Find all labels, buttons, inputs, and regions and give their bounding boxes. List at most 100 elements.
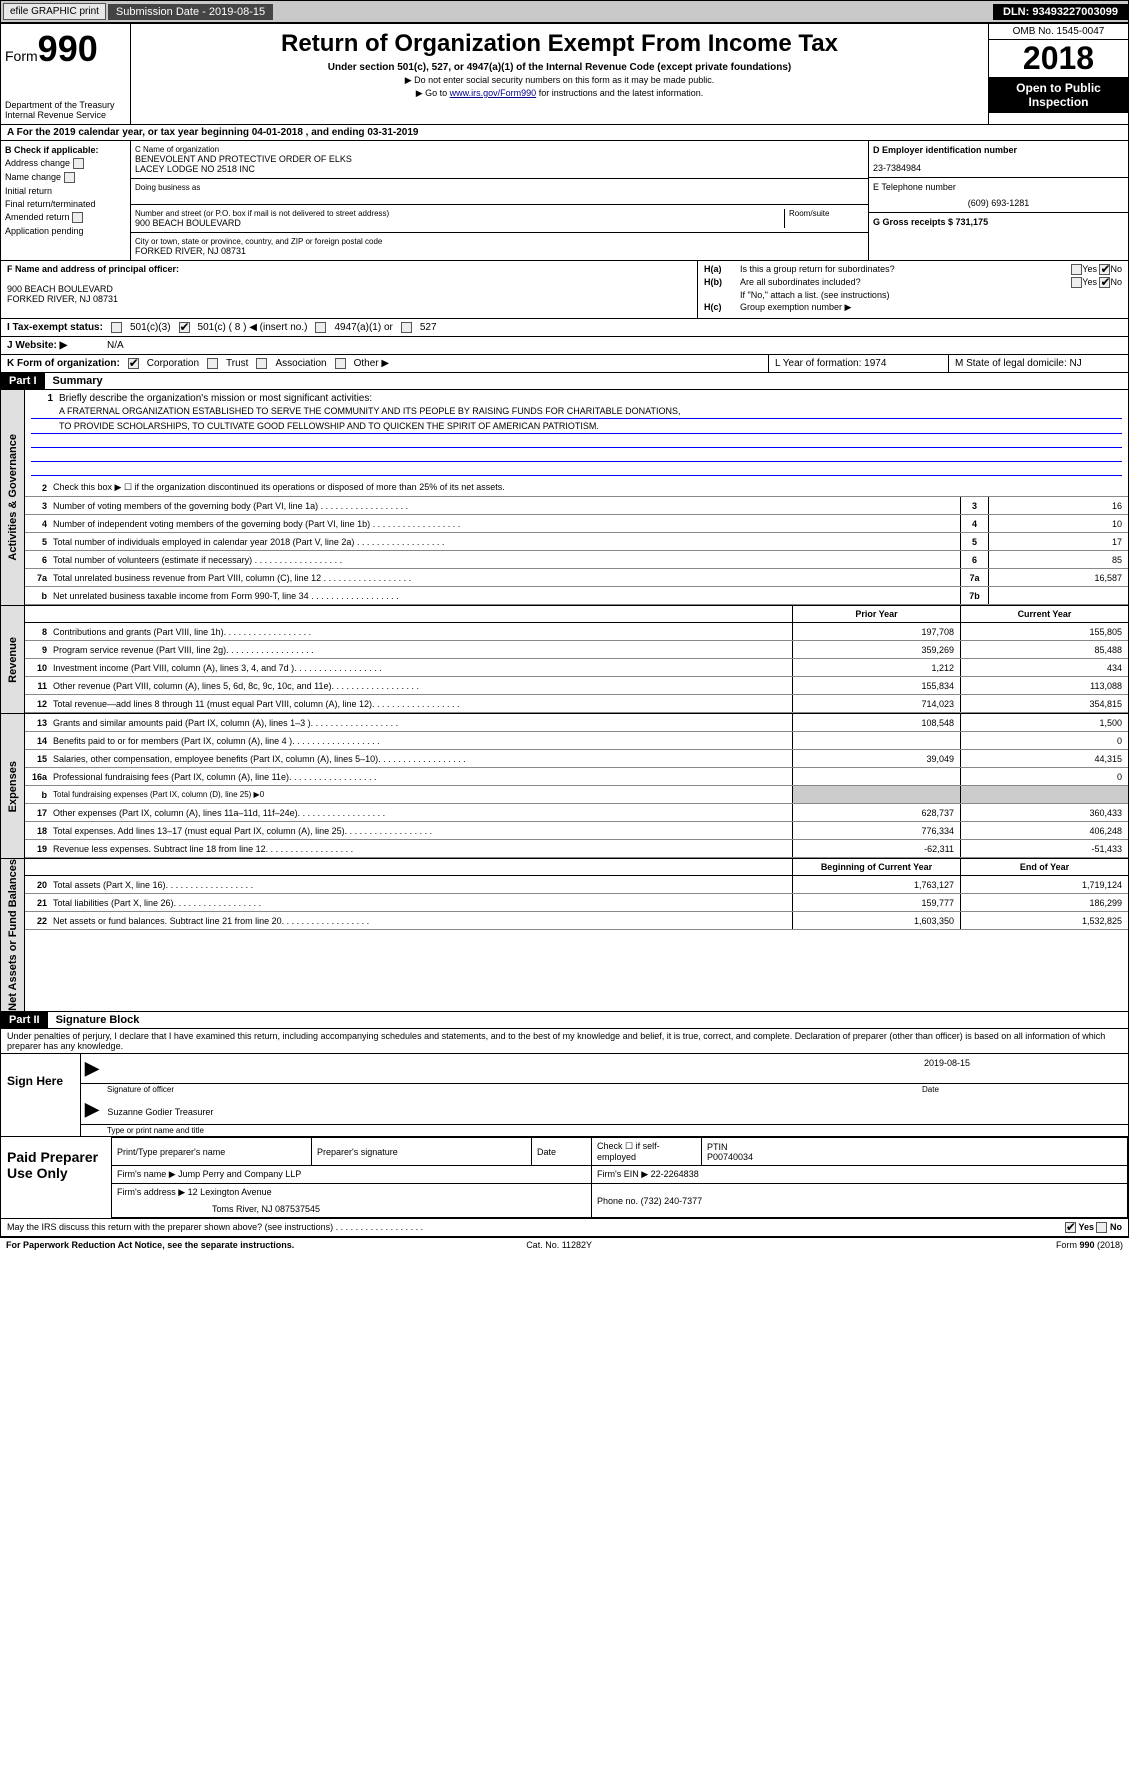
- discuss-yes[interactable]: [1065, 1222, 1076, 1233]
- corp-checkbox[interactable]: [128, 358, 139, 369]
- 527-checkbox[interactable]: [401, 322, 412, 333]
- open-public-label: Open to Public Inspection: [989, 77, 1128, 113]
- data-line: 11Other revenue (Part VIII, column (A), …: [25, 677, 1128, 695]
- data-line: 17Other expenses (Part IX, column (A), l…: [25, 804, 1128, 822]
- city-state-zip: FORKED RIVER, NJ 08731: [135, 246, 864, 256]
- name-change-checkbox[interactable]: [64, 172, 75, 183]
- data-line: 22Net assets or fund balances. Subtract …: [25, 912, 1128, 930]
- data-line: bTotal fundraising expenses (Part IX, co…: [25, 786, 1128, 804]
- dept-label: Department of the Treasury: [5, 100, 126, 110]
- form-note2: ▶ Go to www.irs.gov/Form990 for instruct…: [137, 88, 982, 99]
- 4947-checkbox[interactable]: [315, 322, 326, 333]
- netassets-section: Net Assets or Fund Balances Beginning of…: [0, 859, 1129, 1012]
- form-number: Form990: [5, 28, 126, 70]
- mission-line1: A FRATERNAL ORGANIZATION ESTABLISHED TO …: [31, 404, 1122, 419]
- col-h-group: H(a) Is this a group return for subordin…: [698, 261, 1128, 318]
- data-line: 14Benefits paid to or for members (Part …: [25, 732, 1128, 750]
- submission-date: Submission Date - 2019-08-15: [108, 4, 273, 20]
- address-change-checkbox[interactable]: [73, 158, 84, 169]
- state-domicile: M State of legal domicile: NJ: [948, 355, 1128, 372]
- gross-receipts: G Gross receipts $ 731,175: [873, 217, 1124, 227]
- sidebar-revenue: Revenue: [1, 606, 25, 713]
- phone-value: (609) 693-1281: [873, 198, 1124, 208]
- ha-yes[interactable]: [1071, 264, 1082, 275]
- preparer-table: Print/Type preparer's name Preparer's si…: [111, 1137, 1128, 1218]
- data-line: 8Contributions and grants (Part VIII, li…: [25, 623, 1128, 641]
- firm-ein: 22-2264838: [651, 1169, 699, 1179]
- col-d-ein: D Employer identification number 23-7384…: [868, 141, 1128, 260]
- trust-checkbox[interactable]: [207, 358, 218, 369]
- data-line: 15Salaries, other compensation, employee…: [25, 750, 1128, 768]
- part2-header: Part II Signature Block: [0, 1012, 1129, 1029]
- data-line: 20Total assets (Part X, line 16)1,763,12…: [25, 876, 1128, 894]
- cat-no: Cat. No. 11282Y: [526, 1240, 592, 1250]
- row-j-website: J Website: ▶ N/A: [0, 337, 1129, 355]
- 501c3-checkbox[interactable]: [111, 322, 122, 333]
- firm-phone: (732) 240-7377: [641, 1196, 703, 1206]
- hb-no[interactable]: [1099, 277, 1110, 288]
- col-c-org-info: C Name of organization BENEVOLENT AND PR…: [131, 141, 868, 260]
- firm-name: Jump Perry and Company LLP: [178, 1169, 301, 1179]
- paid-preparer-block: Paid Preparer Use Only Print/Type prepar…: [0, 1137, 1129, 1219]
- hb-yes[interactable]: [1071, 277, 1082, 288]
- year-formation: L Year of formation: 1974: [768, 355, 948, 372]
- efile-button[interactable]: efile GRAPHIC print: [3, 3, 106, 20]
- arrow-icon: ▶: [85, 1058, 99, 1079]
- sidebar-netassets: Net Assets or Fund Balances: [1, 859, 25, 1011]
- firm-addr1: 12 Lexington Avenue: [188, 1187, 272, 1197]
- row-i-tax-exempt: I Tax-exempt status: 501(c)(3) 501(c) ( …: [0, 319, 1129, 337]
- irs-label: Internal Revenue Service: [5, 110, 126, 120]
- part1-body: Activities & Governance 1Briefly describ…: [0, 390, 1129, 606]
- ha-no[interactable]: [1099, 264, 1110, 275]
- assoc-checkbox[interactable]: [256, 358, 267, 369]
- org-name-2: LACEY LODGE NO 2518 INC: [135, 164, 864, 174]
- data-line: 21Total liabilities (Part X, line 26)159…: [25, 894, 1128, 912]
- sidebar-expenses: Expenses: [1, 714, 25, 858]
- summary-line: 2Check this box ▶ ☐ if the organization …: [25, 479, 1128, 497]
- data-line: 10Investment income (Part VIII, column (…: [25, 659, 1128, 677]
- expenses-section: Expenses 13Grants and similar amounts pa…: [0, 714, 1129, 859]
- street-address: 900 BEACH BOULEVARD: [135, 218, 784, 228]
- summary-line: 3Number of voting members of the governi…: [25, 497, 1128, 515]
- footer: For Paperwork Reduction Act Notice, see …: [0, 1237, 1129, 1252]
- ptin-value: P00740034: [707, 1152, 753, 1162]
- website-value: N/A: [101, 337, 130, 354]
- other-checkbox[interactable]: [335, 358, 346, 369]
- topbar: efile GRAPHIC print Submission Date - 20…: [0, 0, 1129, 23]
- data-line: 19Revenue less expenses. Subtract line 1…: [25, 840, 1128, 858]
- form-header: Form990 Department of the Treasury Inter…: [0, 23, 1129, 125]
- amended-checkbox[interactable]: [72, 212, 83, 223]
- 501c-checkbox[interactable]: [179, 322, 190, 333]
- officer-name: Suzanne Godier Treasurer: [101, 1107, 213, 1117]
- revenue-section: Revenue Prior YearCurrent Year 8Contribu…: [0, 606, 1129, 714]
- summary-line: 7aTotal unrelated business revenue from …: [25, 569, 1128, 587]
- ein-value: 23-7384984: [873, 163, 1124, 173]
- data-line: 16aProfessional fundraising fees (Part I…: [25, 768, 1128, 786]
- omb-number: OMB No. 1545-0047: [989, 24, 1128, 40]
- sign-date: 2019-08-15: [924, 1058, 1124, 1079]
- part1-header: Part I Summary: [0, 373, 1129, 390]
- row-f-h: F Name and address of principal officer:…: [0, 261, 1129, 319]
- summary-line: bNet unrelated business taxable income f…: [25, 587, 1128, 605]
- mission-line2: TO PROVIDE SCHOLARSHIPS, TO CULTIVATE GO…: [31, 419, 1122, 434]
- summary-line: 5Total number of individuals employed in…: [25, 533, 1128, 551]
- form-footer: Form 990 (2018): [1056, 1240, 1123, 1250]
- col-f-officer: F Name and address of principal officer:…: [1, 261, 698, 318]
- section-b-through-g: B Check if applicable: Address change Na…: [0, 141, 1129, 261]
- discuss-no[interactable]: [1096, 1222, 1107, 1233]
- org-name-1: BENEVOLENT AND PROTECTIVE ORDER OF ELKS: [135, 154, 864, 164]
- firm-addr2: Toms River, NJ 087537545: [112, 1201, 592, 1218]
- data-line: 12Total revenue—add lines 8 through 11 (…: [25, 695, 1128, 713]
- sidebar-activities: Activities & Governance: [1, 390, 25, 605]
- col-b-checkboxes: B Check if applicable: Address change Na…: [1, 141, 131, 260]
- arrow-icon: ▶: [85, 1099, 99, 1119]
- dln-label: DLN: 93493227003099: [993, 4, 1128, 20]
- discuss-row: May the IRS discuss this return with the…: [0, 1219, 1129, 1237]
- form990-link[interactable]: www.irs.gov/Form990: [450, 88, 537, 98]
- summary-line: 4Number of independent voting members of…: [25, 515, 1128, 533]
- penalty-statement: Under penalties of perjury, I declare th…: [0, 1029, 1129, 1054]
- tax-year: 2018: [989, 40, 1128, 77]
- form-title: Return of Organization Exempt From Incom…: [137, 30, 982, 58]
- form-subtitle: Under section 501(c), 527, or 4947(a)(1)…: [137, 62, 982, 73]
- sign-here-block: Sign Here ▶ 2019-08-15 Signature of offi…: [0, 1054, 1129, 1137]
